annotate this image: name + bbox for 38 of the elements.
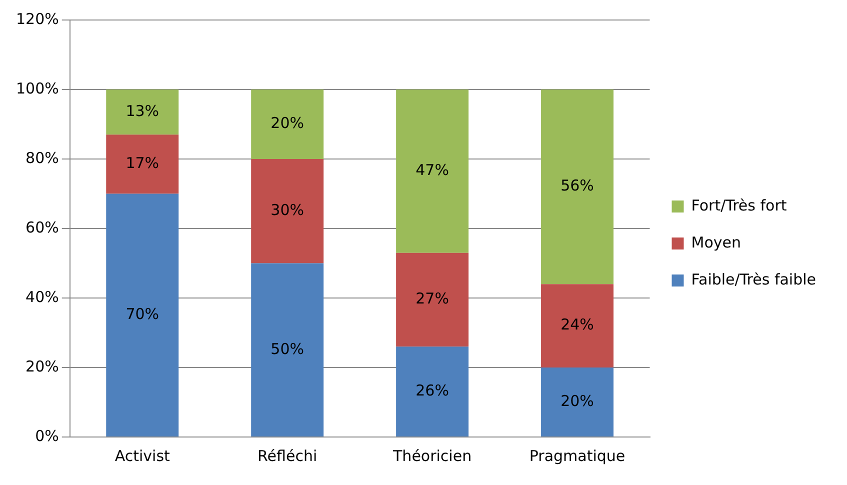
bar [251,159,324,264]
data-label: 26% [416,381,449,400]
bar [396,90,469,253]
data-label: 56% [560,176,594,195]
y-tick-label: 60% [26,218,59,236]
legend-label: Fort/Très fort [691,196,787,214]
y-tick-label: 40% [26,288,59,306]
x-tick-label: Pragmatique [529,446,626,465]
y-tick-label: 120% [16,10,59,28]
data-label: 27% [416,290,449,308]
data-label: 30% [270,201,304,220]
data-label: 20% [270,114,304,132]
data-label: 50% [270,340,304,358]
y-tick-label: 100% [16,79,59,98]
data-label: 24% [560,316,594,334]
legend-label: Moyen [691,233,741,252]
data-label: 20% [560,392,594,410]
y-tick-label: 80% [26,148,59,167]
bar [541,90,614,284]
data-label: 70% [126,305,160,324]
x-tick-label: Réfléchi [258,446,318,465]
data-label: 13% [126,102,160,120]
bar [396,252,469,347]
bar [541,368,614,436]
bar [106,134,179,194]
x-tick-label: Théoricien [392,446,472,465]
bar [251,90,324,159]
bar [106,194,179,436]
x-tick-label: Activist [114,446,170,465]
y-tick-label: 0% [35,426,59,445]
bar [251,263,324,436]
data-label: 17% [126,154,160,172]
y-tick-label: 20% [26,357,59,376]
bar [396,346,469,436]
bar [541,284,614,368]
legend-label: Faible/Très faible [691,270,816,288]
data-label: 47% [416,161,449,180]
bar [106,90,179,135]
